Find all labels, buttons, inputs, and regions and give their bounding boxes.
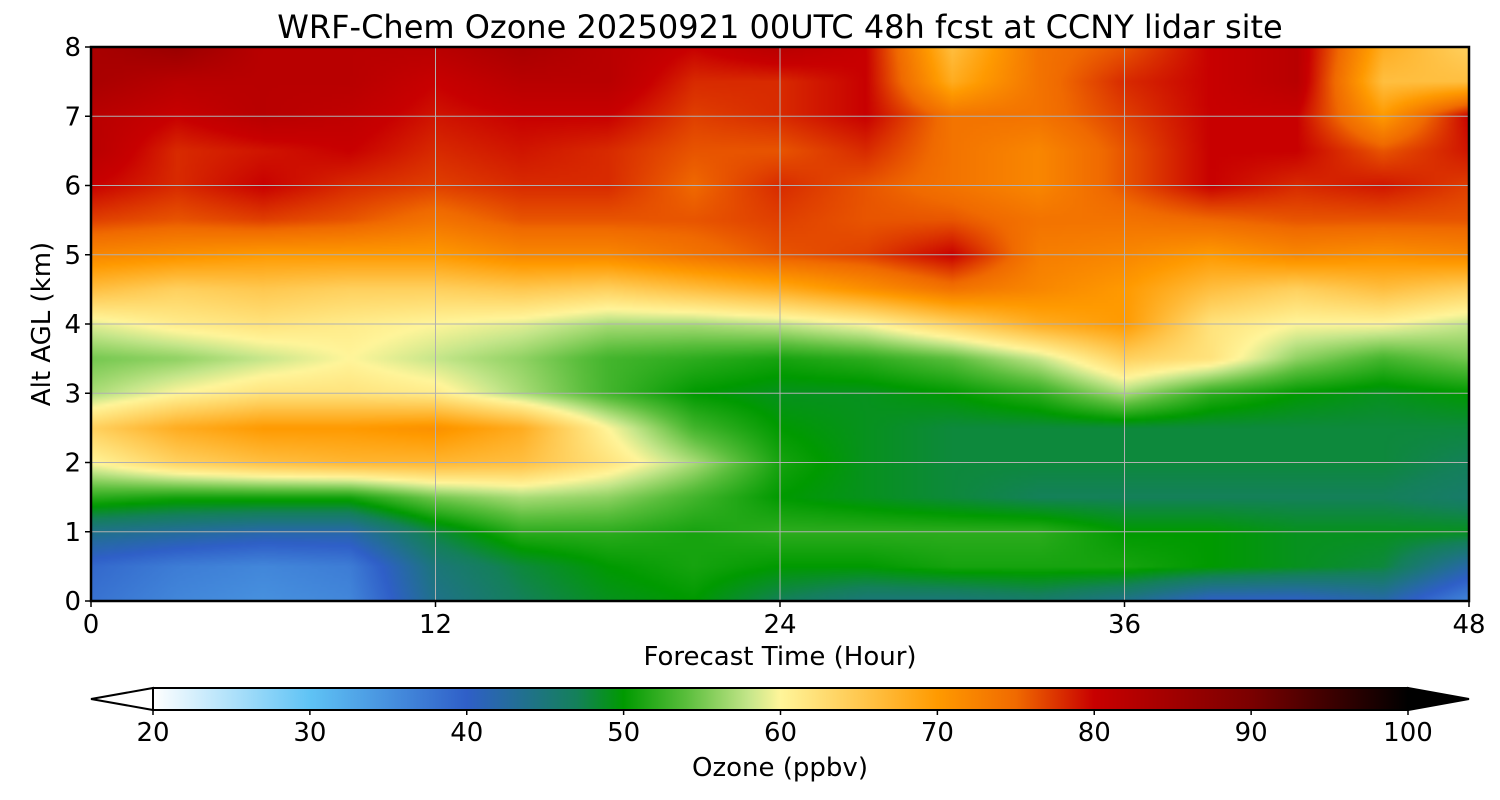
- colorbar-label: Ozone (ppbv): [692, 753, 868, 783]
- colorbar-tick-label: 40: [450, 718, 483, 748]
- x-tick-label: 36: [1108, 610, 1141, 640]
- colorbar-low-extend: [90, 686, 154, 712]
- colorbar-tick-label: 90: [1235, 718, 1268, 748]
- colorbar-tick-label: 70: [921, 718, 954, 748]
- y-tick-label: 8: [64, 33, 81, 63]
- colorbar-tick-label: 80: [1078, 718, 1111, 748]
- colorbar-tick-label: 30: [293, 718, 326, 748]
- y-tick-label: 7: [64, 102, 81, 132]
- x-tick-label: 48: [1452, 610, 1485, 640]
- colorbar-tick-label: 50: [607, 718, 640, 748]
- colorbar: 20 30 40 50 60 70 80 90 100: [90, 686, 1470, 748]
- colorbar-tick-label: 20: [136, 718, 169, 748]
- x-tick-label: 24: [763, 610, 796, 640]
- x-axis-ticks: 0 12 24 36 48: [83, 601, 1486, 640]
- y-tick-label: 0: [64, 587, 81, 617]
- y-tick-label: 4: [64, 310, 81, 340]
- y-tick-label: 6: [64, 172, 81, 202]
- colorbar-high-extend: [1407, 686, 1470, 712]
- colorbar-gradient: [153, 688, 1408, 710]
- colorbar-tick-label: 100: [1383, 718, 1433, 748]
- y-axis-label: Alt AGL (km): [27, 242, 57, 406]
- y-axis-ticks: 0 1 2 3 4 5 6 7 8: [64, 33, 91, 617]
- colorbar-tick-label: 60: [764, 718, 797, 748]
- colorbar-ticks: 20 30 40 50 60 70 80 90 100: [136, 710, 1433, 748]
- x-axis-label: Forecast Time (Hour): [643, 642, 916, 672]
- y-tick-label: 1: [64, 518, 81, 548]
- x-tick-label: 0: [83, 610, 100, 640]
- y-tick-label: 3: [64, 379, 81, 409]
- x-tick-label: 12: [419, 610, 452, 640]
- y-tick-label: 2: [64, 449, 81, 479]
- y-tick-label: 5: [64, 241, 81, 271]
- chart-title: WRF-Chem Ozone 20250921 00UTC 48h fcst a…: [277, 8, 1282, 46]
